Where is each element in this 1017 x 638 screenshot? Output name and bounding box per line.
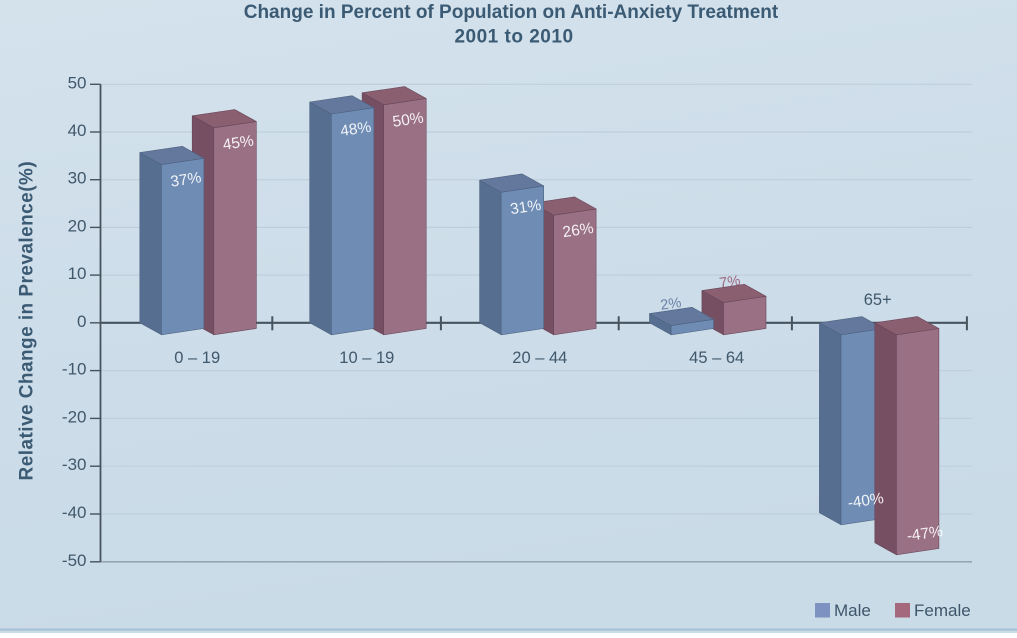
svg-text:10: 10 — [68, 264, 87, 283]
svg-text:Change in Percent of Populatio: Change in Percent of Population on Anti-… — [244, 2, 779, 23]
svg-text:48%: 48% — [339, 119, 372, 140]
svg-text:30: 30 — [68, 169, 87, 188]
svg-text:31%: 31% — [509, 197, 542, 218]
svg-text:-30: -30 — [62, 455, 87, 474]
svg-text:50%: 50% — [392, 109, 425, 130]
svg-text:2%: 2% — [659, 295, 682, 314]
svg-text:65+: 65+ — [864, 291, 892, 309]
svg-text:7%: 7% — [718, 273, 741, 292]
svg-text:2001 to 2010: 2001 to 2010 — [454, 26, 573, 47]
svg-text:-47%: -47% — [906, 523, 944, 545]
svg-text:-40: -40 — [62, 503, 87, 522]
svg-text:-20: -20 — [62, 407, 87, 426]
svg-text:Male: Male — [834, 601, 871, 620]
svg-text:50: 50 — [68, 73, 87, 92]
svg-text:20: 20 — [68, 216, 87, 235]
svg-text:0: 0 — [77, 312, 86, 331]
svg-text:-40%: -40% — [847, 490, 885, 512]
svg-text:45 – 64: 45 – 64 — [689, 349, 744, 367]
svg-text:20 – 44: 20 – 44 — [512, 349, 567, 367]
svg-text:40: 40 — [68, 121, 87, 140]
svg-text:37%: 37% — [169, 169, 202, 190]
svg-text:45%: 45% — [222, 132, 255, 153]
svg-text:0 – 19: 0 – 19 — [174, 349, 220, 367]
svg-text:10 – 19: 10 – 19 — [339, 349, 394, 367]
svg-text:Relative Change in Prevalence(: Relative Change in Prevalence(%) — [17, 161, 38, 481]
svg-text:-50: -50 — [62, 551, 87, 570]
svg-text:Female: Female — [914, 601, 971, 620]
svg-text:26%: 26% — [562, 220, 595, 241]
svg-text:-10: -10 — [62, 360, 87, 379]
